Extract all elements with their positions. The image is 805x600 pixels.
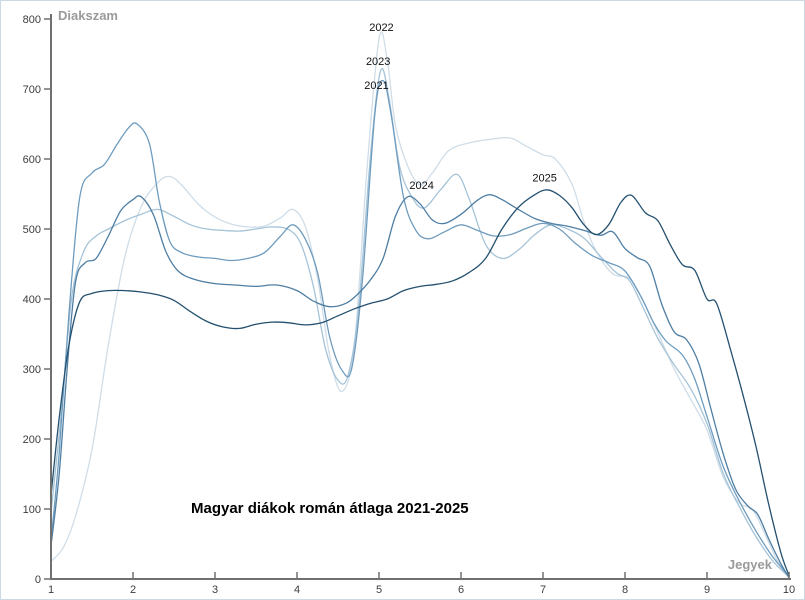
series-line-2025 [50, 189, 790, 577]
x-tick-label: 4 [294, 584, 300, 596]
x-tick-label: 3 [212, 584, 218, 596]
x-tick-label: 6 [458, 584, 464, 596]
series-line-2022 [50, 31, 790, 579]
chart-title: Magyar diákok román átlaga 2021-2025 [191, 500, 469, 517]
x-tick-label: 8 [622, 584, 628, 596]
x-tick-label: 7 [540, 584, 546, 596]
year-label-2025: 2025 [532, 172, 556, 184]
y-tick-label: 300 [23, 364, 41, 376]
y-tick-label: 500 [23, 224, 41, 236]
x-tick-label: 5 [376, 584, 382, 596]
series-line-2021 [50, 79, 790, 577]
y-tick-label: 400 [23, 294, 41, 306]
x-tick-label: 2 [130, 584, 136, 596]
y-tick-label: 100 [23, 504, 41, 516]
x-axis-title: Jegyek [727, 557, 772, 572]
y-axis-title: Diakszam [58, 8, 118, 23]
y-tick-label: 0 [35, 574, 41, 586]
year-label-2023: 2023 [366, 56, 390, 68]
y-tick-label: 200 [23, 434, 41, 446]
year-label-2024: 2024 [409, 180, 433, 192]
y-tick-label: 600 [23, 154, 41, 166]
x-tick-label: 1 [48, 584, 54, 596]
year-label-2022: 2022 [369, 22, 393, 34]
y-tick-label: 700 [23, 84, 41, 96]
series-line-2024 [50, 194, 790, 579]
x-tick-label: 9 [704, 584, 710, 596]
year-label-2021: 2021 [364, 80, 388, 92]
y-tick-label: 800 [23, 14, 41, 26]
x-tick-label: 10 [783, 584, 795, 596]
